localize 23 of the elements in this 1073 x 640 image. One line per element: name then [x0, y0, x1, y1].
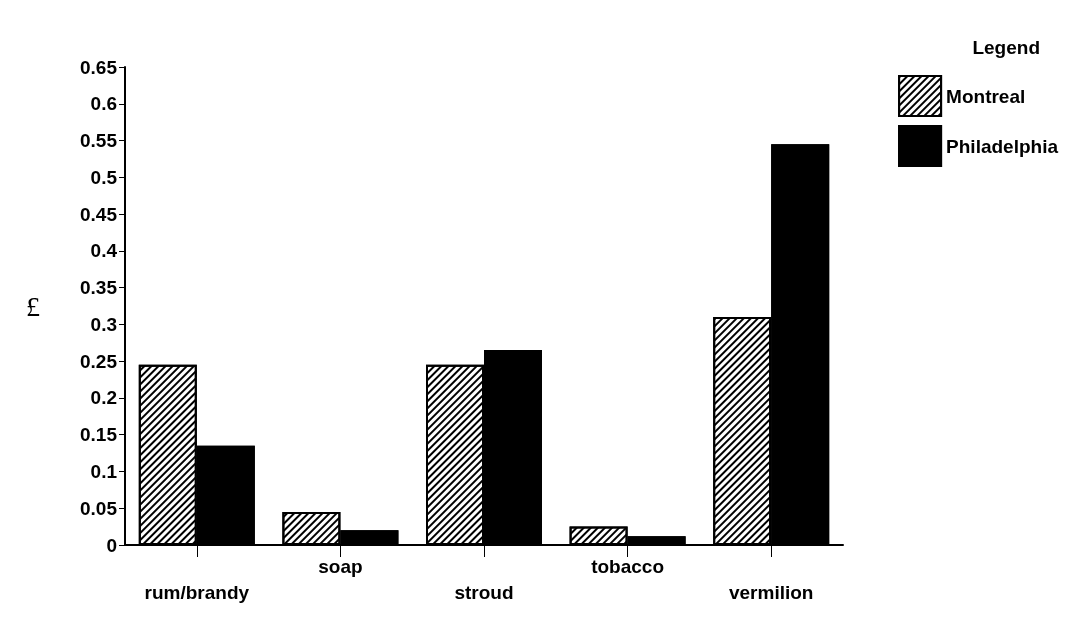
y-tick-label: 0.15: [80, 424, 118, 446]
y-tick-label: 0: [106, 534, 117, 556]
y-tick-label: 0.45: [80, 203, 118, 225]
x-tick-label: rum/brandy: [144, 581, 250, 603]
y-tick-label: 0.35: [80, 277, 118, 299]
y-tick-label: 0.05: [80, 497, 118, 519]
y-tick-label: 0.3: [90, 313, 117, 335]
y-axis-title: £: [26, 290, 40, 322]
legend-label: Philadelphia: [946, 135, 1059, 157]
x-tick-label: tobacco: [591, 555, 665, 577]
y-tick-label: 0.4: [90, 240, 118, 262]
y-tick-label: 0.6: [90, 93, 117, 115]
y-tick-label: 0.5: [90, 166, 118, 188]
y-tick-label: 0.65: [80, 56, 118, 78]
y-tick-label: 0.1: [90, 460, 118, 482]
y-tick-label: 0.25: [80, 350, 118, 372]
legend-title: Legend: [972, 37, 1040, 58]
x-tick-label: vermilion: [728, 581, 814, 603]
y-tick-label: 0.2: [90, 387, 117, 409]
legend-label: Montreal: [946, 85, 1026, 107]
y-tick-label: 0.55: [80, 130, 118, 152]
x-tick-label: soap: [318, 555, 363, 577]
x-tick-label: stroud: [454, 581, 514, 603]
